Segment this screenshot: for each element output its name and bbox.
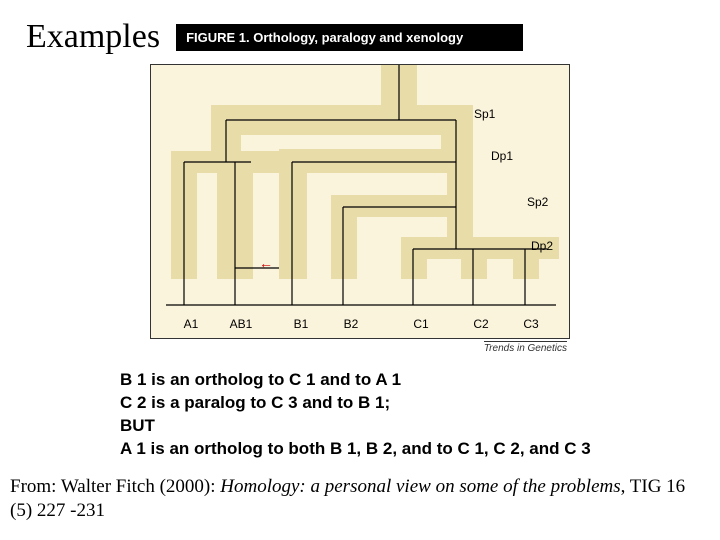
leaf-label-ab1: AB1	[230, 317, 253, 331]
citation-title: Homology: a personal view on some of the…	[220, 476, 620, 497]
node-label-sp1: Sp1	[474, 107, 495, 121]
explain-line-2: C 2 is a paralog to C 3 and to B 1;	[120, 392, 720, 415]
tree-diagram: Sp1Dp1Sp2Dp2 A1AB1B1B2C1C2C3 ← Trends in…	[150, 64, 570, 339]
explain-line-3: BUT	[120, 415, 720, 438]
figure-caption: FIGURE 1. Orthology, paralogy and xenolo…	[176, 24, 523, 51]
leaf-label-c2: C2	[473, 317, 488, 331]
transfer-arrow-icon: ←	[259, 257, 273, 273]
leaf-label-b1: B1	[294, 317, 309, 331]
explain-line-1: B 1 is an ortholog to C 1 and to A 1	[120, 369, 720, 392]
node-label-sp2: Sp2	[527, 195, 548, 209]
leaf-label-a1: A1	[184, 317, 199, 331]
explain-line-4: A 1 is an ortholog to both B 1, B 2, and…	[120, 438, 720, 461]
node-label-dp2: Dp2	[531, 239, 553, 253]
node-label-dp1: Dp1	[491, 149, 513, 163]
explanation-text: B 1 is an ortholog to C 1 and to A 1 C 2…	[120, 369, 720, 461]
citation: From: Walter Fitch (2000): Homology: a p…	[10, 475, 712, 524]
leaf-label-b2: B2	[344, 317, 359, 331]
leaf-label-c1: C1	[413, 317, 428, 331]
page-title: Examples	[26, 18, 160, 56]
source-label: Trends in Genetics	[484, 341, 567, 354]
leaf-label-c3: C3	[523, 317, 538, 331]
tree-lines	[151, 65, 571, 340]
citation-prefix: From: Walter Fitch (2000):	[10, 476, 220, 497]
